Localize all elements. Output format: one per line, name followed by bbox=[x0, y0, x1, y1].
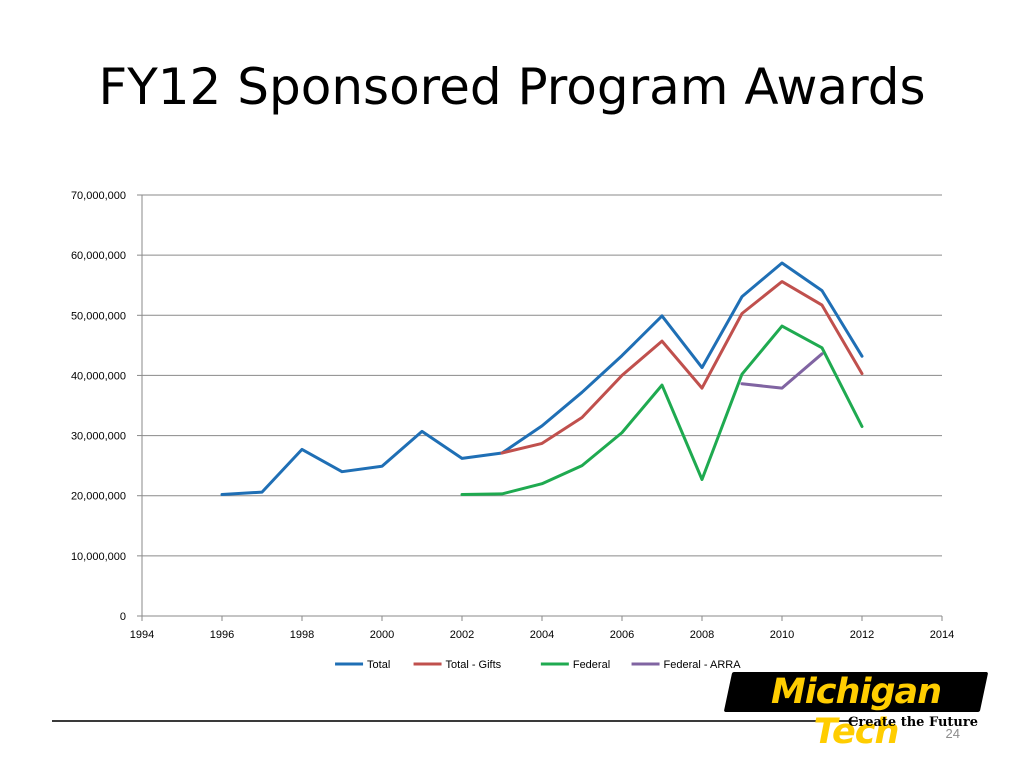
y-tick-label-2: 20,000,000 bbox=[71, 491, 126, 503]
x-tick-label-7: 2008 bbox=[690, 629, 714, 641]
x-tick-label-4: 2002 bbox=[450, 629, 474, 641]
x-tick-label-1: 1996 bbox=[210, 629, 234, 641]
series-line-0 bbox=[220, 261, 864, 496]
series-line-2 bbox=[460, 324, 864, 496]
logo-wordmark: Michigan Tech bbox=[723, 672, 989, 752]
page-number: 24 bbox=[945, 726, 960, 741]
chart-grid bbox=[142, 194, 942, 557]
michigan-tech-logo: Michigan Tech Create the Future bbox=[723, 668, 989, 752]
legend-label-0: Total bbox=[367, 659, 390, 671]
legend-label-2: Federal bbox=[573, 659, 610, 671]
x-tick-label-6: 2006 bbox=[610, 629, 634, 641]
y-tick-label-3: 30,000,000 bbox=[71, 431, 126, 443]
y-tick-label-0: 0 bbox=[120, 611, 126, 623]
x-tick-label-8: 2010 bbox=[770, 629, 794, 641]
x-tick-label-2: 1998 bbox=[290, 629, 314, 641]
series-line-1 bbox=[500, 280, 864, 455]
chart-series bbox=[220, 261, 864, 496]
chart-legend: Total Total - Gifts Federal Federal - ARRA bbox=[335, 659, 741, 671]
footer-divider bbox=[52, 720, 858, 722]
y-tick-label-5: 50,000,000 bbox=[71, 310, 126, 322]
y-tick-label-6: 60,000,000 bbox=[71, 250, 126, 262]
x-tick-label-0: 1994 bbox=[130, 629, 154, 641]
y-tick-label-7: 70,000,000 bbox=[71, 190, 126, 202]
x-tick-label-9: 2012 bbox=[850, 629, 874, 641]
y-tick-label-4: 40,000,000 bbox=[71, 370, 126, 382]
series-line-3 bbox=[740, 352, 824, 390]
chart-axes: 0 10,000,000 20,000,000 30,000,000 40,000,00… bbox=[71, 190, 954, 641]
legend-label-1: Total - Gifts bbox=[446, 659, 502, 671]
x-tick-label-5: 2004 bbox=[530, 629, 554, 641]
x-tick-label-10: 2014 bbox=[930, 629, 954, 641]
legend-label-3: Federal - ARRA bbox=[664, 659, 742, 671]
slide-title: FY12 Sponsored Program Awards bbox=[98, 58, 926, 116]
line-chart: 0 10,000,000 20,000,000 30,000,000 40,000,00… bbox=[71, 190, 954, 671]
logo-tagline: Create the Future bbox=[848, 715, 978, 730]
logo-wordmark-text: Michigan Tech bbox=[770, 672, 942, 752]
y-tick-label-1: 10,000,000 bbox=[71, 551, 126, 563]
x-tick-label-3: 2000 bbox=[370, 629, 394, 641]
